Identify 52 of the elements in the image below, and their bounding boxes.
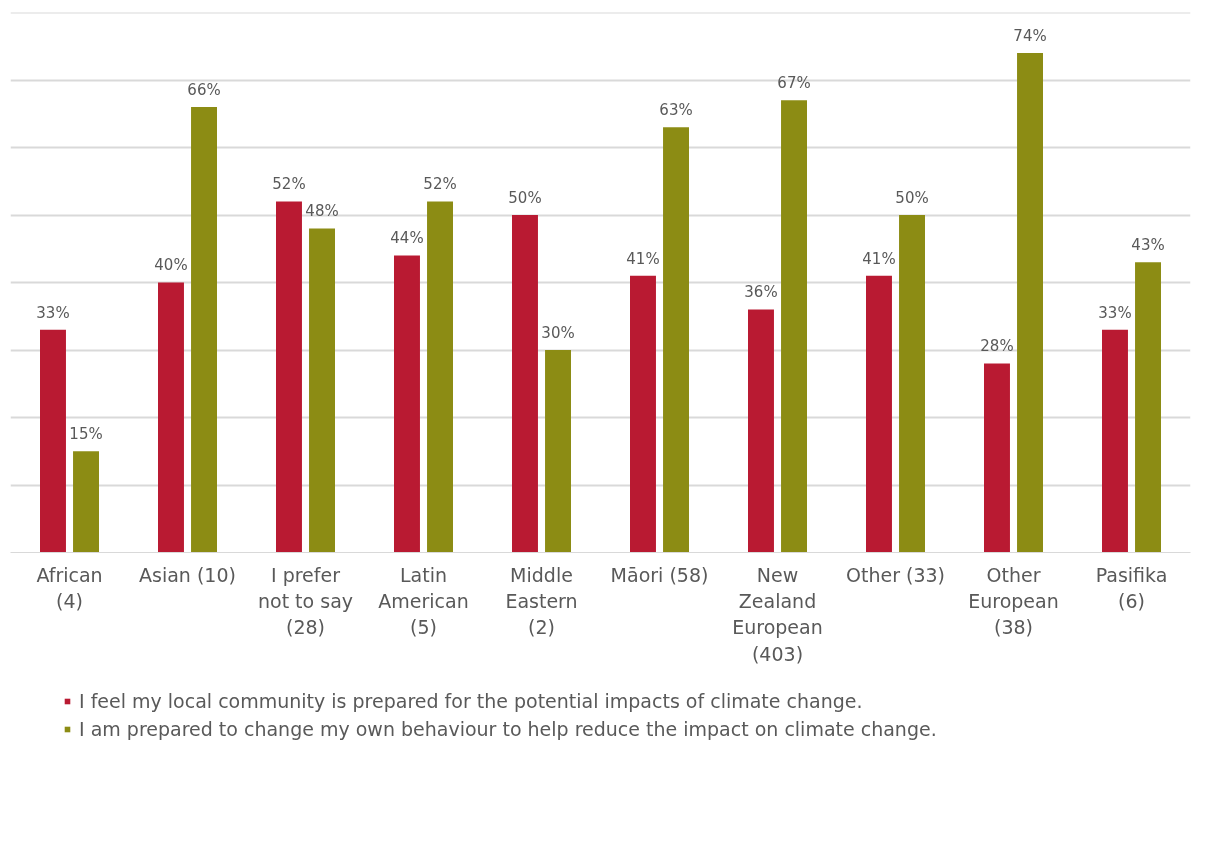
data-label: 74% xyxy=(1013,26,1047,45)
data-label: 50% xyxy=(508,188,542,207)
data-label: 30% xyxy=(541,323,575,342)
data-label: 40% xyxy=(154,256,188,275)
bar xyxy=(630,275,656,553)
data-label: 15% xyxy=(69,425,103,444)
data-label: 33% xyxy=(36,303,70,322)
bar xyxy=(1135,262,1161,553)
data-label: 36% xyxy=(744,283,778,302)
bar xyxy=(1102,329,1128,553)
bar xyxy=(40,329,66,553)
bar xyxy=(781,100,807,553)
x-tick-label: African (4) xyxy=(36,563,103,612)
x-tick-label: Middle Eastern (2) xyxy=(505,563,578,639)
data-label: 52% xyxy=(272,175,306,194)
bar xyxy=(158,282,184,553)
data-label: 41% xyxy=(862,249,896,268)
bar xyxy=(191,107,217,553)
x-tick-label: Latin American (5) xyxy=(378,563,469,639)
bar xyxy=(427,201,453,553)
bar xyxy=(866,275,892,553)
data-label: 41% xyxy=(626,249,660,268)
bar xyxy=(276,201,302,553)
data-label: 43% xyxy=(1131,236,1165,255)
x-tick-label: Asian (10) xyxy=(139,563,236,586)
x-tick-label: New Zealand European (403) xyxy=(732,563,823,665)
x-tick-label: Māori (58) xyxy=(610,563,709,586)
legend-label: I feel my local community is prepared for the potential impacts of climate change. xyxy=(79,690,863,712)
bar xyxy=(663,127,689,553)
bar xyxy=(394,255,420,553)
data-label: 50% xyxy=(895,188,929,207)
x-tick-label: I prefer not to say (28) xyxy=(257,563,354,639)
bar xyxy=(512,215,538,553)
legend-label: I am prepared to change my own behaviour to help reduce the impact on climate change. xyxy=(79,718,937,740)
data-label: 28% xyxy=(980,337,1014,356)
bar xyxy=(545,350,571,553)
data-label: 44% xyxy=(390,229,424,248)
bar xyxy=(984,363,1010,553)
data-label: 66% xyxy=(187,80,221,99)
bar xyxy=(73,451,99,553)
bar xyxy=(1017,53,1043,553)
bar xyxy=(748,309,774,553)
data-label: 48% xyxy=(305,202,339,221)
bar xyxy=(899,215,925,553)
bar xyxy=(309,228,335,553)
data-label: 63% xyxy=(659,101,693,120)
x-tick-label: Pasifika (6) xyxy=(1095,563,1168,612)
x-tick-label: Other (33) xyxy=(846,563,946,586)
data-label: 67% xyxy=(777,74,811,93)
data-label: 52% xyxy=(423,175,457,194)
data-label: 33% xyxy=(1098,303,1132,322)
x-tick-label: Other European (38) xyxy=(968,563,1059,639)
